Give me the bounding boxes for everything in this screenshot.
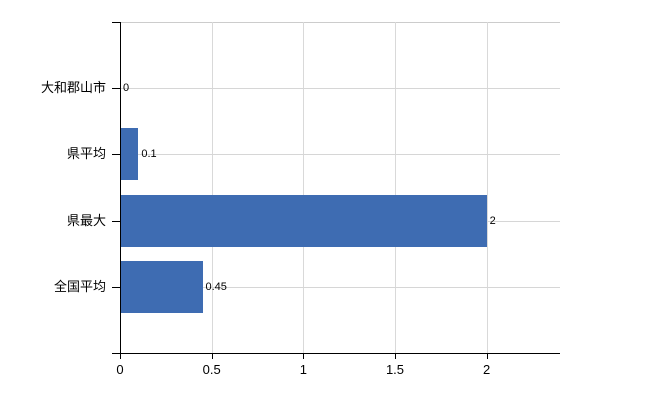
x-axis-tick-label: 1.5 [385,362,405,377]
x-axis-tick-label: 0 [116,362,124,377]
category-label: 県平均 [66,146,106,162]
y-axis-tick [112,154,120,156]
x-axis-tick-mark [211,353,213,359]
category-gridline [120,286,560,288]
x-axis-tick-mark [486,353,488,359]
y-axis [120,22,121,353]
x-axis-tick-mark [120,353,121,359]
bar [120,194,487,247]
y-axis-tick [112,220,120,222]
category-label: 全国平均 [53,278,106,294]
bar [120,260,203,313]
vertical-gridline [486,22,488,353]
y-axis-tick [112,286,120,288]
bar [120,128,139,181]
category-gridline [120,154,560,156]
plot-top-border [120,22,560,23]
x-axis-tick-mark [395,353,396,359]
category-gridline [120,88,560,90]
y-axis-tick [112,88,120,90]
value-label: 0.1 [141,148,157,161]
vertical-gridline [211,22,213,353]
x-axis-tick-label: 0.5 [202,362,221,377]
x-axis-tick-label: 2 [483,362,491,377]
y-axis-top-cap [112,22,120,23]
x-axis-tick-label: 1 [299,362,307,377]
value-label: 0 [123,82,130,95]
x-axis-tick-mark [303,353,305,359]
category-label: 県最大 [66,212,106,228]
category-label: 大和郡山市 [40,80,106,96]
vertical-gridline [395,22,396,353]
plot-area: 大和郡山市 0 県平均 0.1 県最大 2 全国平均 0.45 0 0.5 1 … [41,22,560,377]
vertical-gridline [303,22,305,353]
x-axis [112,353,560,354]
value-label: 0.45 [205,280,227,293]
value-label: 2 [489,214,496,227]
